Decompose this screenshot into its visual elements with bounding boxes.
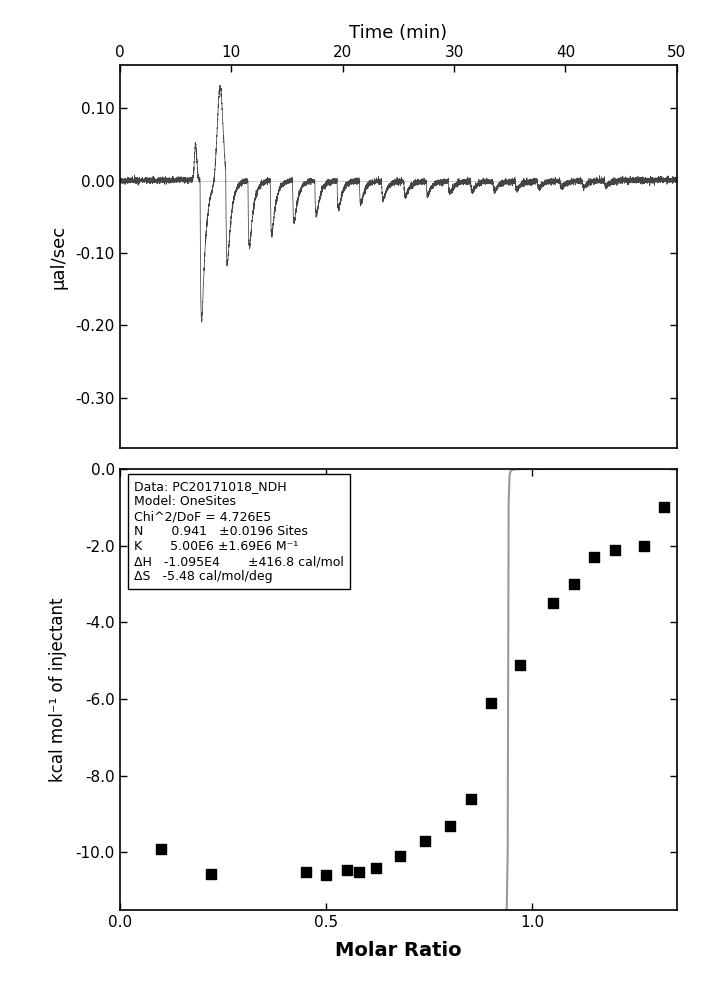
Point: [353, 864, 364, 880]
Point: [444, 818, 455, 834]
Point: [321, 867, 332, 883]
Point: [515, 657, 526, 673]
Point: [589, 549, 600, 565]
Point: [638, 538, 649, 554]
Point: [547, 595, 558, 611]
Point: [300, 864, 311, 880]
Point: [156, 841, 167, 857]
Point: [609, 542, 620, 558]
Point: [341, 862, 352, 878]
Point: [395, 848, 406, 864]
Y-axis label: μal/sec: μal/sec: [49, 225, 67, 289]
Y-axis label: kcal mol⁻¹ of injectant: kcal mol⁻¹ of injectant: [49, 597, 68, 782]
Point: [486, 695, 497, 711]
X-axis label: Time (min): Time (min): [349, 24, 448, 42]
X-axis label: Molar Ratio: Molar Ratio: [335, 941, 462, 960]
Text: Data: PC20171018_NDH
Model: OneSites
Chi^2/DoF = 4.726E5
N       0.941   ±0.0196: Data: PC20171018_NDH Model: OneSites Chi…: [134, 480, 343, 583]
Point: [658, 499, 670, 515]
Point: [205, 866, 216, 882]
Point: [370, 860, 381, 876]
Point: [568, 576, 580, 592]
Point: [419, 833, 431, 849]
Point: [465, 791, 476, 807]
